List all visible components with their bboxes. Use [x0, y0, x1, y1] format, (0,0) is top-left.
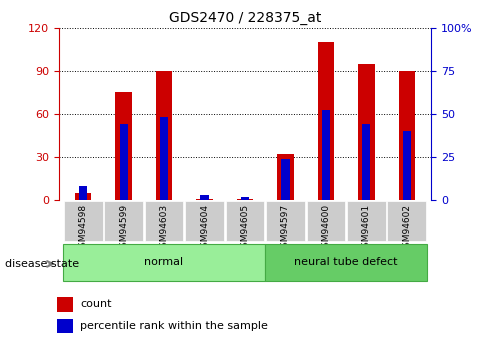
Text: GSM94603: GSM94603 — [160, 204, 169, 253]
Bar — [241, 197, 249, 200]
Text: GSM94605: GSM94605 — [241, 204, 249, 253]
FancyBboxPatch shape — [145, 201, 183, 241]
Text: GSM94601: GSM94601 — [362, 204, 371, 253]
FancyBboxPatch shape — [307, 201, 345, 241]
Bar — [200, 195, 209, 200]
Text: GSM94600: GSM94600 — [321, 204, 330, 253]
Text: count: count — [80, 299, 112, 309]
Bar — [116, 92, 132, 200]
Bar — [57, 297, 73, 312]
Bar — [79, 186, 87, 200]
Text: normal: normal — [145, 257, 184, 267]
Text: percentile rank within the sample: percentile rank within the sample — [80, 321, 268, 331]
Bar — [196, 199, 213, 200]
Bar — [318, 42, 334, 200]
Bar — [120, 124, 127, 200]
Title: GDS2470 / 228375_at: GDS2470 / 228375_at — [169, 11, 321, 25]
FancyBboxPatch shape — [64, 201, 102, 241]
Bar — [156, 71, 172, 200]
Text: GSM94604: GSM94604 — [200, 204, 209, 253]
FancyBboxPatch shape — [347, 201, 386, 241]
Bar — [281, 159, 290, 200]
FancyBboxPatch shape — [104, 201, 143, 241]
FancyBboxPatch shape — [225, 201, 265, 241]
Bar — [322, 110, 330, 200]
Bar — [277, 154, 294, 200]
Bar — [358, 63, 374, 200]
FancyBboxPatch shape — [185, 201, 224, 241]
Bar — [160, 117, 168, 200]
Bar — [237, 199, 253, 200]
Text: GSM94599: GSM94599 — [119, 204, 128, 253]
Text: GSM94598: GSM94598 — [78, 204, 88, 253]
FancyBboxPatch shape — [266, 201, 305, 241]
Bar — [75, 193, 91, 200]
Bar — [399, 71, 415, 200]
Bar — [363, 124, 370, 200]
Text: disease state: disease state — [5, 259, 79, 269]
Text: GSM94602: GSM94602 — [402, 204, 412, 253]
FancyBboxPatch shape — [388, 201, 426, 241]
Text: GSM94597: GSM94597 — [281, 204, 290, 253]
FancyBboxPatch shape — [265, 244, 427, 281]
FancyBboxPatch shape — [63, 244, 265, 281]
Bar — [57, 319, 73, 333]
Bar — [403, 131, 411, 200]
Text: neural tube defect: neural tube defect — [294, 257, 398, 267]
